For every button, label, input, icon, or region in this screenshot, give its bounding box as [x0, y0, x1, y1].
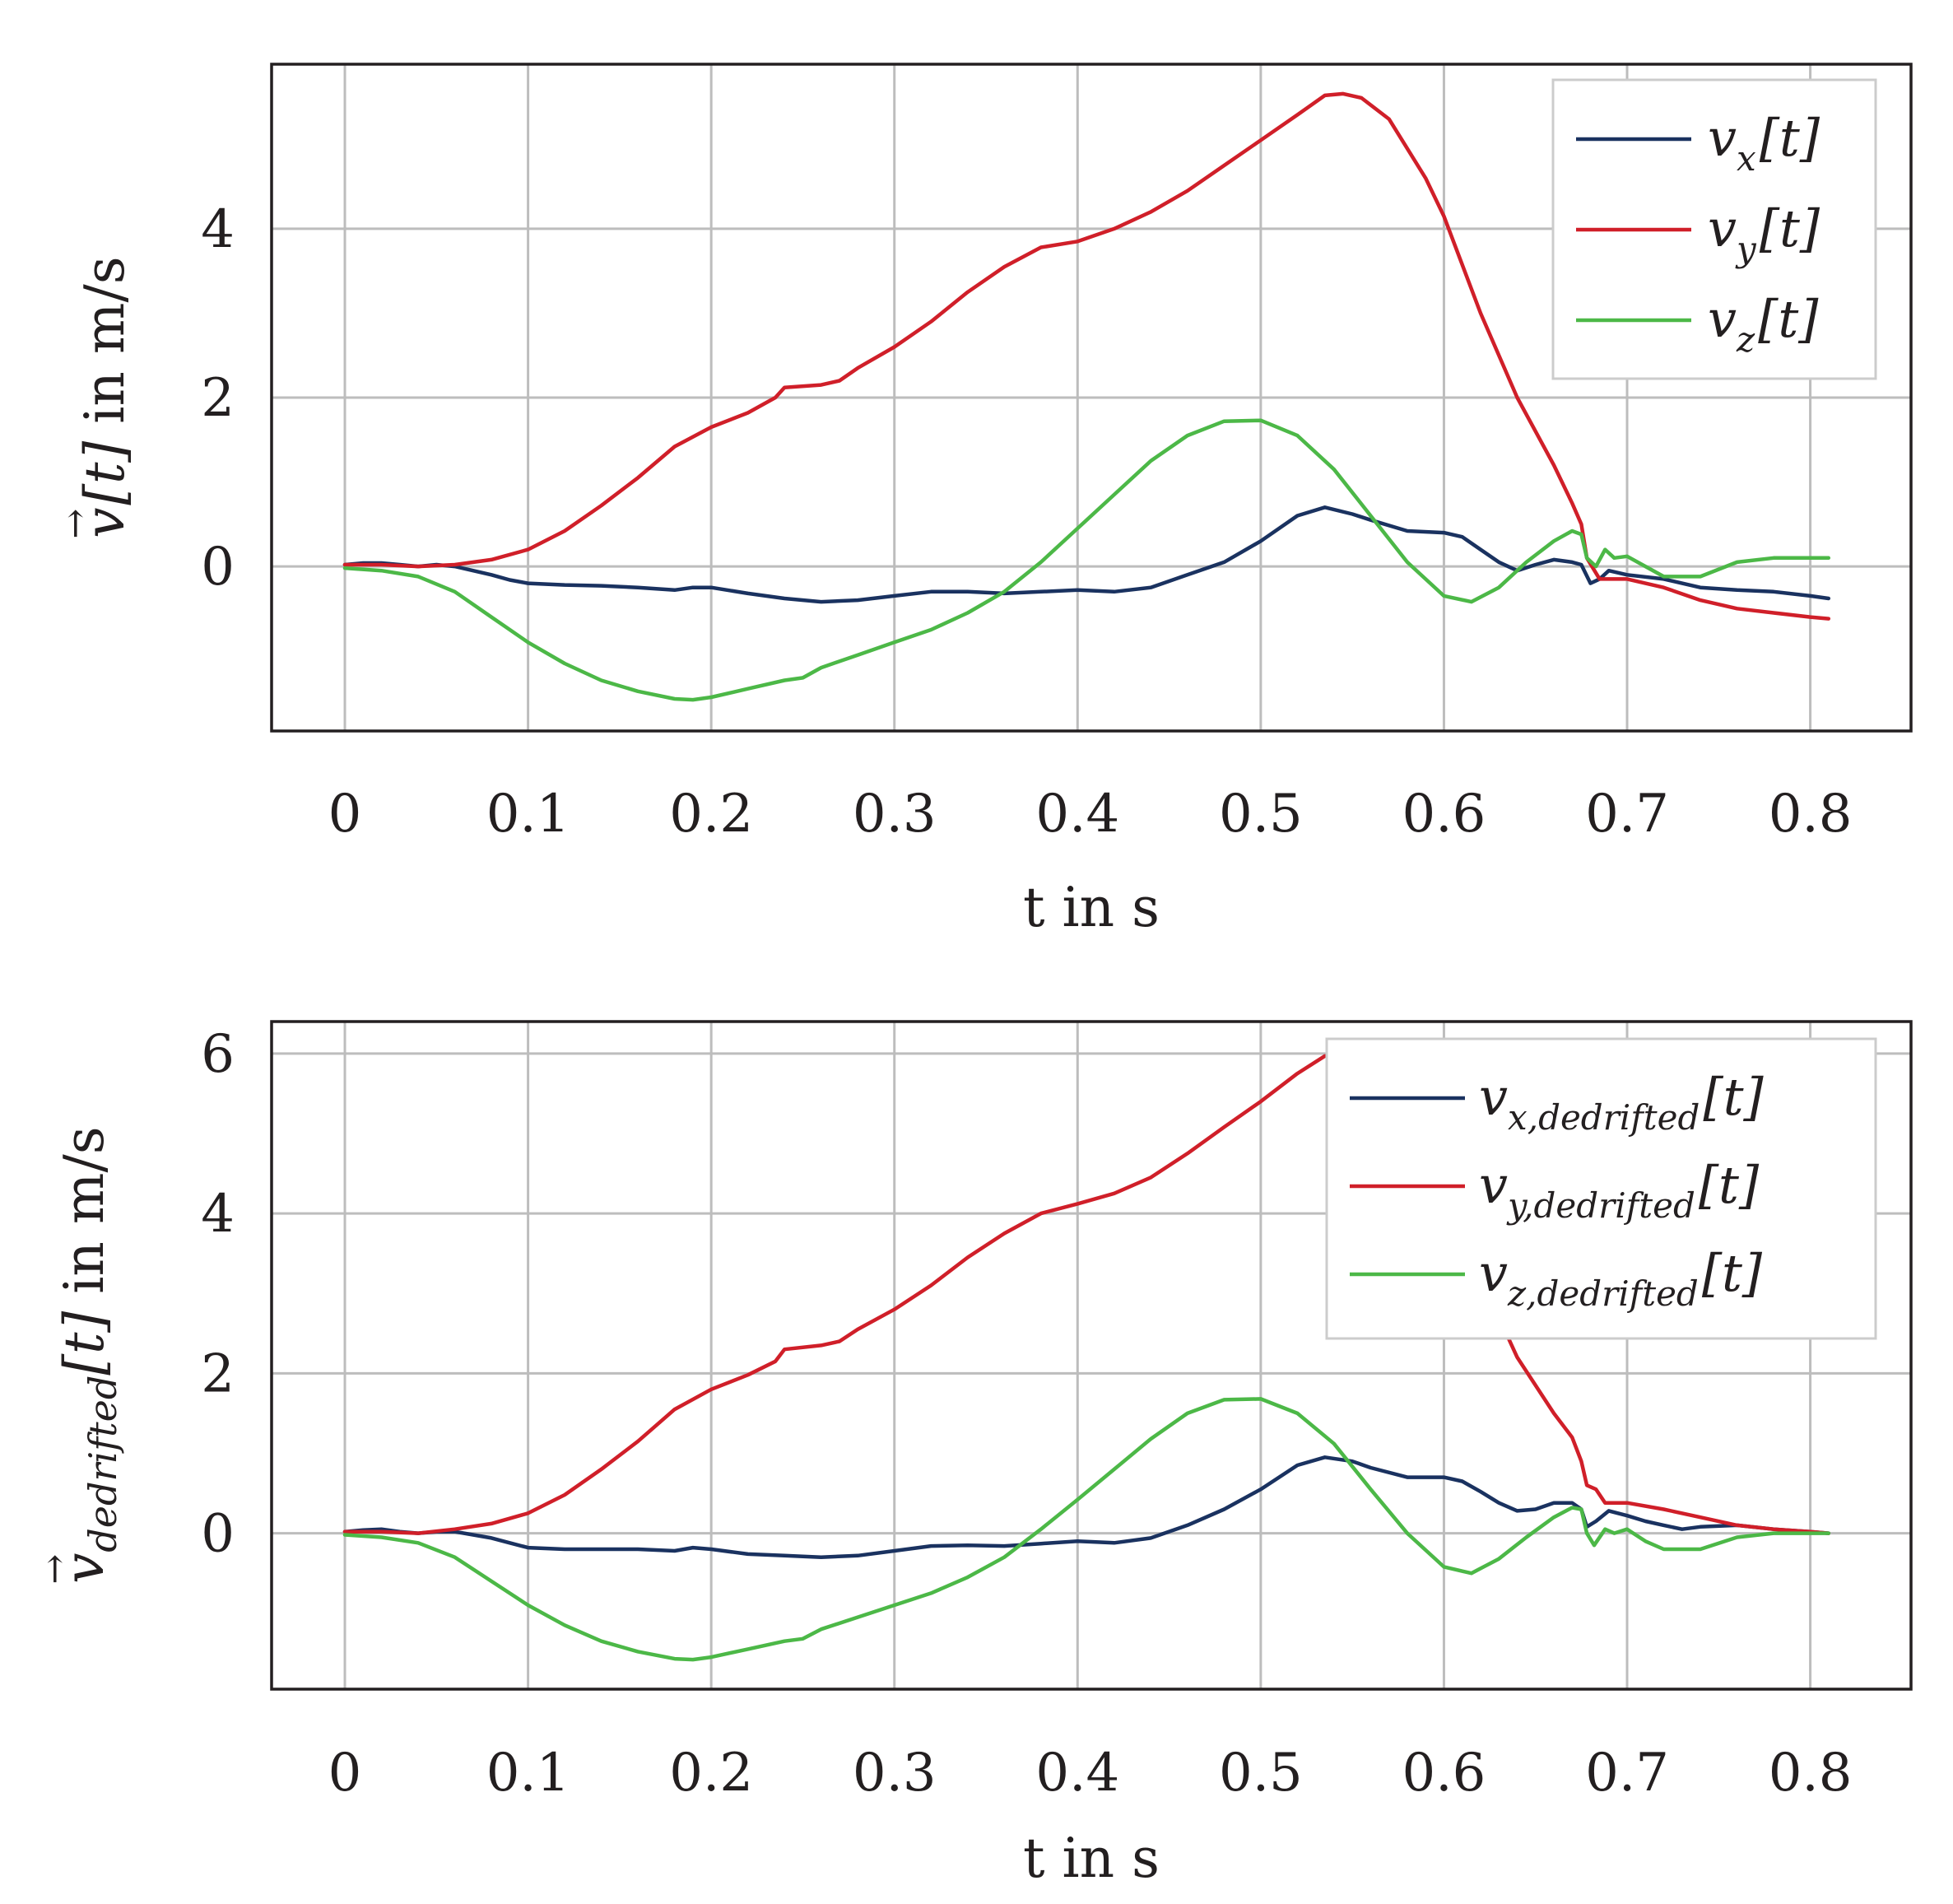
- legend-label-z: vz,dedrifted[t]: [1479, 1243, 1763, 1314]
- legend-subscript: x: [1737, 138, 1756, 179]
- y-tick-label: 0: [201, 537, 235, 598]
- y-axis-symbol: v: [73, 508, 137, 538]
- legend-bracket: [t]: [1702, 1243, 1763, 1303]
- vector-arrow: →: [54, 509, 96, 539]
- x-axis-label: t in s: [1023, 1827, 1160, 1890]
- y-tick-label: 0: [201, 1504, 235, 1565]
- legend: vx,dedrifted[t]vy,dedrifted[t]vz,dedrift…: [1325, 1037, 1877, 1340]
- y-tick-label: 6: [201, 1024, 235, 1085]
- x-tick-label: 0.1: [486, 1743, 570, 1804]
- legend: vx[t]vy[t]vz[t]: [1551, 78, 1877, 380]
- x-tick-label: 0: [328, 1743, 362, 1804]
- y-axis-label: v→ [t] in m/s: [54, 256, 137, 538]
- x-tick-label: 0.7: [1585, 784, 1669, 845]
- x-tick-label: 0: [328, 784, 362, 845]
- legend-bracket: [t]: [1760, 198, 1820, 258]
- legend-bracket: [t]: [1758, 289, 1819, 349]
- x-tick-label: 0.5: [1219, 1743, 1303, 1804]
- plot-frame: [270, 63, 1913, 733]
- legend-label-z: vz[t]: [1708, 289, 1819, 360]
- legend-label-y: vy[t]: [1708, 198, 1820, 269]
- series-line-z: [342, 1397, 1831, 1662]
- x-tick-label: 0.8: [1769, 1743, 1853, 1804]
- x-tick-label: 0.6: [1402, 784, 1486, 845]
- x-tick-label: 0.6: [1402, 1743, 1486, 1804]
- series-line-y: [342, 1051, 1831, 1535]
- legend-symbol: v: [1479, 1243, 1508, 1303]
- x-tick-label: 0.1: [486, 784, 570, 845]
- legend-label-x: vx[t]: [1708, 108, 1820, 179]
- x-tick-label: 0.2: [669, 1743, 753, 1804]
- legend-bracket: [t]: [1699, 1155, 1760, 1215]
- legend-symbol: v: [1479, 1067, 1508, 1127]
- legend-label-x: vx,dedrifted[t]: [1479, 1067, 1764, 1138]
- y-axis-bracket: [t]: [53, 1310, 116, 1375]
- x-tick-label: 0.4: [1035, 784, 1119, 845]
- y-axis-label: v→dedrifted[t] in m/s: [34, 1126, 125, 1584]
- vector-arrow: →: [34, 1554, 76, 1585]
- legend-label-y: vy,dedrifted[t]: [1479, 1155, 1760, 1226]
- legend-subscript: y: [1735, 229, 1757, 269]
- y-tick-label: 4: [201, 1184, 235, 1245]
- x-tick-label: 0.7: [1585, 1743, 1669, 1804]
- y-axis-unit: in m/s: [73, 256, 137, 440]
- y-axis-bracket: [t]: [73, 440, 137, 505]
- y-tick-label: 2: [201, 368, 235, 429]
- x-tick-label: 0.8: [1769, 784, 1853, 845]
- legend-subscript: y,dedrifted: [1506, 1185, 1695, 1226]
- x-tick-label: 0.5: [1219, 784, 1303, 845]
- series-line-x: [342, 1455, 1831, 1559]
- legend-symbol: v: [1708, 108, 1737, 168]
- legend-symbol: v: [1708, 289, 1737, 349]
- y-tick-label: 4: [201, 199, 235, 260]
- x-axis-label: t in s: [1023, 876, 1160, 939]
- legend-box: [1325, 1037, 1877, 1340]
- chart-panel-1: 0 0.1 0.2 0.3 0.4 0.5 0.6 0.7 0.8 0 2 4 t in s v→ [t] …: [54, 63, 1913, 939]
- x-tick-label: 0.2: [669, 784, 753, 845]
- y-axis-subscript: dedrifted: [81, 1376, 125, 1553]
- legend-bracket: [t]: [1760, 108, 1820, 168]
- y-axis-symbol: v: [53, 1553, 116, 1584]
- legend-symbol: v: [1708, 198, 1737, 258]
- series-line-x: [342, 505, 1831, 604]
- y-tick-label: 2: [201, 1343, 235, 1404]
- y-axis-unit: in m/s: [53, 1126, 116, 1310]
- x-tick-label: 0.3: [853, 1743, 937, 1804]
- plot-frame: [270, 1020, 1913, 1691]
- x-tick-label: 0.4: [1035, 1743, 1119, 1804]
- legend-subscript: z: [1736, 319, 1755, 360]
- series-line-z: [342, 418, 1831, 702]
- x-tick-label: 0.3: [853, 784, 937, 845]
- legend-subscript: z,dedrifted: [1507, 1273, 1699, 1314]
- legend-subscript: x,dedrifted: [1508, 1097, 1700, 1138]
- legend-bracket: [t]: [1703, 1067, 1764, 1127]
- legend-symbol: v: [1479, 1155, 1508, 1215]
